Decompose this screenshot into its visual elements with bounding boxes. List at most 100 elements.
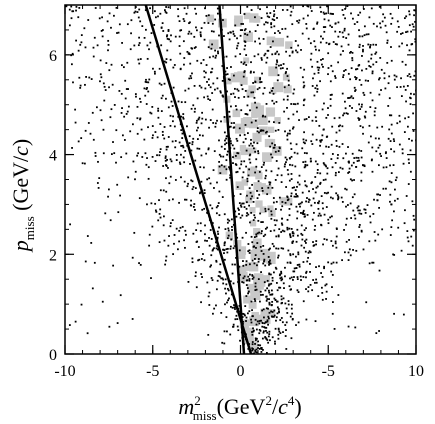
data-point	[248, 290, 250, 293]
data-point	[164, 10, 167, 13]
data-point	[256, 127, 259, 130]
data-point	[77, 140, 80, 143]
data-point	[280, 272, 283, 275]
data-point	[418, 62, 420, 64]
data-point	[308, 190, 310, 193]
data-point	[144, 152, 147, 155]
data-point	[245, 54, 248, 56]
data-point	[12, 19, 14, 21]
data-point	[323, 238, 326, 240]
data-point	[329, 196, 332, 199]
data-point	[306, 5, 309, 7]
data-point	[273, 146, 276, 149]
data-point	[295, 240, 298, 243]
data-point	[227, 299, 229, 302]
data-point	[163, 126, 166, 128]
data-point	[226, 330, 228, 333]
data-point	[223, 252, 225, 255]
data-point	[191, 180, 194, 183]
data-point	[358, 212, 361, 215]
data-point	[241, 214, 244, 217]
data-point	[271, 311, 274, 313]
data-point	[280, 181, 283, 184]
data-point	[187, 52, 190, 55]
data-point	[316, 169, 319, 171]
data-point	[309, 251, 312, 254]
data-point	[251, 274, 254, 277]
data-point	[398, 45, 401, 48]
data-point	[321, 58, 324, 60]
data-point	[126, 110, 129, 113]
data-point	[312, 28, 315, 30]
data-point	[362, 50, 364, 53]
data-point	[207, 78, 210, 81]
data-point	[410, 30, 412, 33]
data-point	[222, 19, 224, 21]
data-point	[398, 143, 401, 146]
data-point	[246, 312, 249, 315]
data-point	[270, 310, 273, 313]
data-point	[271, 300, 274, 303]
data-point	[265, 338, 268, 340]
data-point	[239, 204, 242, 207]
data-point	[278, 311, 280, 314]
data-point	[289, 234, 292, 237]
data-point	[267, 186, 270, 189]
data-point	[169, 158, 172, 161]
data-point	[288, 285, 291, 288]
data-point	[224, 228, 227, 231]
x-tick-label: 0	[237, 363, 245, 380]
data-point	[190, 47, 193, 50]
data-point	[338, 31, 341, 33]
data-point	[362, 8, 365, 10]
data-point	[183, 63, 185, 66]
data-point	[221, 341, 224, 344]
data-point	[351, 59, 354, 62]
data-point	[271, 87, 274, 89]
data-point	[289, 233, 291, 236]
data-point	[258, 42, 261, 45]
data-point	[195, 12, 198, 15]
data-point	[268, 183, 271, 186]
data-point	[279, 286, 282, 289]
data-point	[260, 319, 262, 322]
data-point	[166, 37, 169, 40]
data-point	[147, 81, 150, 84]
data-point	[375, 61, 378, 63]
data-point	[295, 255, 297, 258]
data-point	[200, 154, 203, 157]
data-point	[87, 19, 90, 21]
data-point	[433, 38, 435, 40]
data-point	[334, 240, 337, 243]
data-point	[174, 179, 177, 181]
data-point	[292, 253, 295, 256]
data-point	[288, 132, 291, 135]
data-point	[380, 68, 383, 71]
data-point	[236, 139, 239, 142]
data-point	[335, 131, 338, 134]
data-point	[268, 262, 271, 265]
data-point	[256, 232, 259, 235]
signal-box	[258, 115, 268, 126]
data-point	[219, 263, 222, 266]
data-point	[158, 82, 161, 85]
data-point	[183, 161, 186, 164]
data-point	[413, 93, 415, 96]
data-point	[289, 236, 292, 239]
data-point	[230, 66, 232, 68]
data-point	[290, 203, 293, 206]
data-point	[268, 91, 271, 94]
data-point	[344, 187, 347, 190]
data-point	[261, 221, 264, 223]
data-point	[112, 264, 115, 267]
data-point	[160, 97, 163, 100]
data-point	[335, 261, 338, 264]
data-point	[424, 95, 426, 97]
data-point	[220, 277, 223, 280]
data-point	[266, 287, 269, 290]
data-point	[132, 160, 135, 163]
data-point	[107, 195, 109, 198]
data-point	[409, 149, 412, 152]
data-point	[183, 239, 185, 242]
data-point	[241, 29, 243, 31]
